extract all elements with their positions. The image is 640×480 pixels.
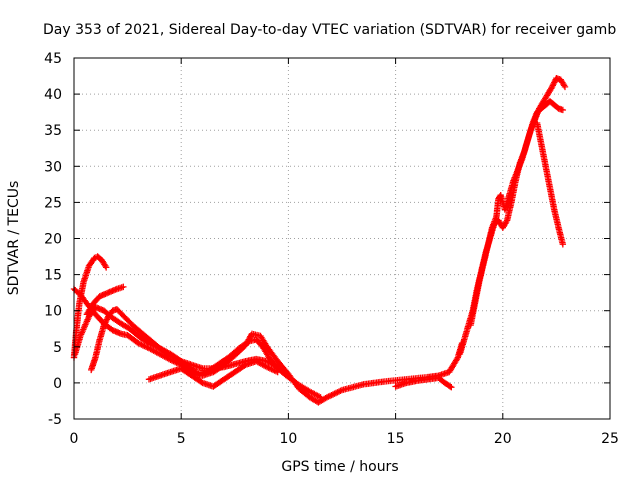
y-tick-label: 40 — [44, 87, 62, 103]
y-tick-label: -5 — [48, 412, 62, 428]
series-track-g — [392, 374, 455, 391]
x-tick-label: 10 — [279, 431, 297, 447]
y-tick-label: 15 — [44, 268, 62, 284]
point-markers — [467, 75, 569, 329]
point-markers — [392, 374, 455, 391]
series-track-f — [145, 358, 281, 390]
grid — [74, 58, 610, 419]
y-tick-label: 45 — [44, 51, 62, 67]
point-markers — [145, 358, 281, 390]
y-tick-label: 5 — [53, 340, 62, 356]
point-markers — [70, 285, 466, 406]
x-axis-label: GPS time / hours — [281, 459, 398, 475]
x-tick-label: 20 — [494, 431, 512, 447]
y-tick-label: 0 — [53, 376, 62, 392]
point-markers — [83, 283, 127, 318]
y-tick-label: 10 — [44, 304, 62, 320]
series-track-j — [533, 119, 567, 248]
point-markers — [533, 119, 567, 248]
x-tick-label: 5 — [177, 431, 186, 447]
series-track-a — [70, 285, 466, 406]
x-tick-label: 0 — [70, 431, 79, 447]
y-axis-label: SDTVAR / TECUs — [6, 181, 22, 296]
series-track-d — [83, 283, 127, 318]
y-tick-label: 30 — [44, 159, 62, 175]
y-tick-label: 20 — [44, 232, 62, 248]
x-tick-labels: 0 5 10 15 20 25 — [70, 431, 619, 447]
x-tick-label: 25 — [601, 431, 619, 447]
chart-title: Day 353 of 2021, Sidereal Day-to-day VTE… — [43, 22, 616, 38]
y-tick-label: 25 — [44, 195, 62, 211]
y-tick-label: 35 — [44, 123, 62, 139]
axis-ticks — [73, 57, 611, 420]
y-tick-labels: -5 0 5 10 15 20 25 30 35 40 45 — [44, 51, 62, 428]
x-tick-label: 15 — [387, 431, 405, 447]
data-points — [70, 75, 569, 406]
series-track-i — [467, 75, 569, 329]
